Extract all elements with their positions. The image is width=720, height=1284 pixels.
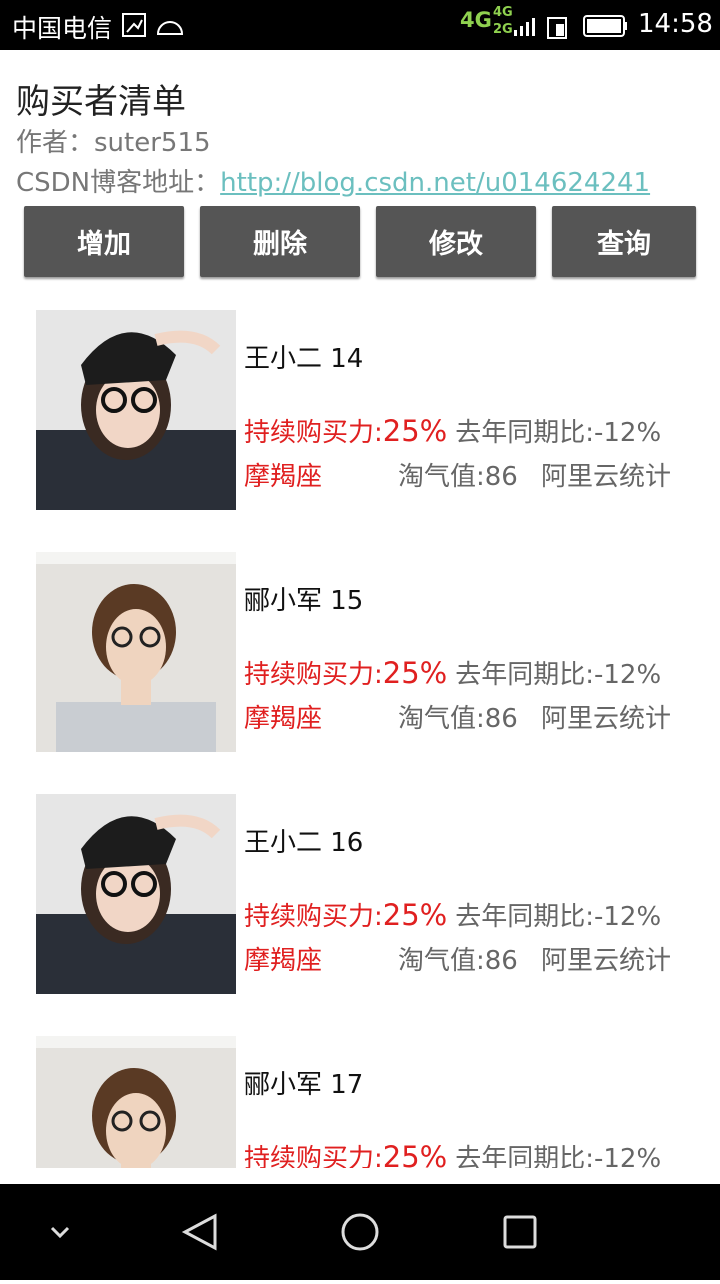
yoy: 去年同期比:-12% <box>455 1144 662 1168</box>
clock: 14:58 <box>638 9 713 39</box>
network-label: 4G <box>493 5 513 20</box>
taoqi: 淘气值:86 <box>398 704 518 734</box>
buyer-list: 王小二 14 持续购买力:25% 去年同期比:-12% 摩羯座 淘气值:86 阿里云统计郦… <box>0 290 720 1168</box>
screen-title: 购买者清单 <box>16 82 186 122</box>
edit-button[interactable]: 修改 <box>376 206 536 277</box>
power-label: 持续购买力: <box>244 660 383 690</box>
carrier: 中国电信 <box>12 14 113 43</box>
source: 阿里云统计 <box>541 462 672 492</box>
nav-icons <box>50 1213 537 1251</box>
buyer-item[interactable]: 郦小军 15 持续购买力:25% 去年同期比:-12% 摩羯座 淘气值:86 阿里云统计 <box>0 532 720 774</box>
buyer-item[interactable]: 王小二 16 持续购买力:25% 去年同期比:-12% 摩羯座 淘气值:86 阿里云统计 <box>0 774 720 1016</box>
yoy: 去年同期比:-12% <box>455 660 662 690</box>
blog-link[interactable]: http://blog.csdn.net/u014624241 <box>220 168 651 198</box>
blog-line: CSDN博客地址：http://blog.csdn.net/u014624241 <box>16 162 650 199</box>
hide-keyboard-icon[interactable] <box>50 1226 70 1239</box>
yoy: 去年同期比:-12% <box>455 418 662 448</box>
photo-image <box>36 1036 236 1168</box>
buyer-photo <box>36 552 236 752</box>
buyer-name: 郦小军 15 <box>244 586 364 616</box>
buyer-item[interactable]: 王小二 14 持续购买力:25% 去年同期比:-12% 摩羯座 淘气值:86 阿里云统计 <box>0 290 720 532</box>
purchase-line: 持续购买力:25% 去年同期比:-12% <box>244 1138 661 1168</box>
buyer-name: 王小二 16 <box>244 828 364 858</box>
network-label: 4G <box>460 8 492 32</box>
power-label: 持续购买力: <box>244 902 383 932</box>
zodiac: 摩羯座 <box>244 946 323 976</box>
buyer-item[interactable]: 郦小军 17 持续购买力:25% 去年同期比:-12% <box>0 1016 720 1168</box>
signal-battery-icons <box>514 15 627 39</box>
taoqi: 淘气值:86 <box>398 462 518 492</box>
photo-image <box>36 794 236 994</box>
source: 阿里云统计 <box>541 946 672 976</box>
purchase-line: 持续购买力:25% 去年同期比:-12% <box>244 412 661 449</box>
power-label: 持续购买力: <box>244 1144 383 1168</box>
buyer-name: 王小二 14 <box>244 344 364 374</box>
power-value: 25% <box>382 656 448 690</box>
query-button[interactable]: 查询 <box>552 206 696 277</box>
buyer-photo <box>36 310 236 510</box>
power-value: 25% <box>382 898 448 932</box>
zodiac: 摩羯座 <box>244 704 323 734</box>
recents-icon[interactable] <box>503 1215 537 1249</box>
status-bar: 中国电信 4G 4G 2G 14:58 <box>0 0 720 50</box>
add-button[interactable]: 增加 <box>24 206 184 277</box>
photo-image <box>36 310 236 510</box>
back-icon[interactable] <box>181 1213 217 1251</box>
delete-button[interactable]: 删除 <box>200 206 360 277</box>
purchase-line: 持续购买力:25% 去年同期比:-12% <box>244 654 661 691</box>
purchase-line: 持续购买力:25% 去年同期比:-12% <box>244 896 661 933</box>
yoy: 去年同期比:-12% <box>455 902 662 932</box>
source: 阿里云统计 <box>541 704 672 734</box>
blog-label: CSDN博客地址： <box>16 168 221 198</box>
buyer-photo <box>36 1036 236 1168</box>
taoqi: 淘气值:86 <box>398 946 518 976</box>
photo-image <box>36 552 236 752</box>
power-value: 25% <box>382 414 448 448</box>
buyer-name: 郦小军 17 <box>244 1070 364 1100</box>
power-value: 25% <box>382 1140 448 1168</box>
author: 作者：suter515 <box>16 128 211 158</box>
network-label: 2G <box>493 22 513 37</box>
navigation-bar <box>0 1184 720 1280</box>
status-icons <box>122 13 184 37</box>
home-icon[interactable] <box>341 1213 379 1251</box>
zodiac: 摩羯座 <box>244 462 323 492</box>
buyer-photo <box>36 794 236 994</box>
power-label: 持续购买力: <box>244 418 383 448</box>
